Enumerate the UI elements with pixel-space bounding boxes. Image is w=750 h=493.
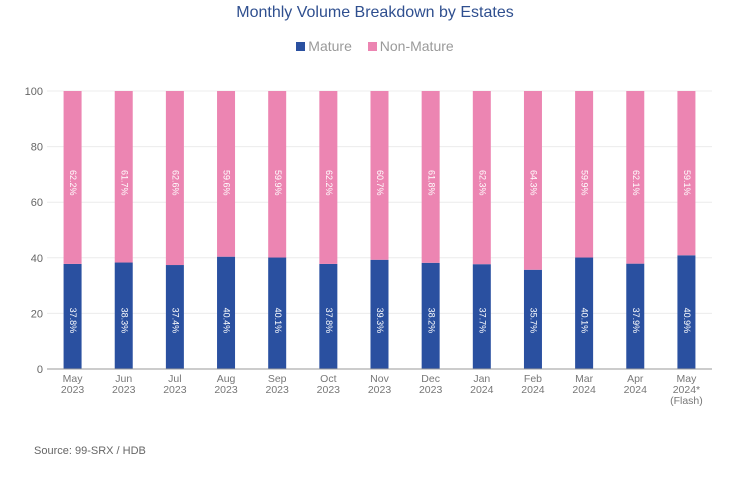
x-tick-label: 2023 [419, 384, 443, 396]
bar-non-mature [421, 91, 440, 263]
bar-non-mature [523, 91, 542, 270]
bar-mature [472, 264, 491, 369]
data-label: 37.7% [477, 308, 487, 334]
bar-mature [626, 263, 645, 369]
data-label: 61.8% [426, 170, 436, 196]
y-tick-label: 100 [25, 86, 43, 98]
x-tick-label: 2024 [470, 384, 494, 396]
data-label: 38.3% [119, 308, 129, 334]
data-label: 39.3% [375, 308, 385, 334]
data-label: 40.1% [580, 308, 590, 334]
chart-title: Monthly Volume Breakdown by Estates [236, 4, 514, 21]
y-tick-label: 40 [31, 253, 43, 265]
bar-mature [63, 263, 82, 369]
x-tick-label: May [63, 373, 84, 385]
legend: Mature Non-Mature [0, 38, 750, 54]
legend-item-non-mature: Non-Mature [367, 38, 454, 54]
bar-non-mature [114, 91, 133, 263]
x-tick-label: Jun [115, 373, 132, 385]
bar-mature [370, 259, 389, 369]
x-tick-label: Feb [524, 373, 542, 385]
data-label: 37.8% [324, 308, 334, 334]
bar-non-mature [575, 91, 594, 258]
data-label: 40.4% [222, 308, 232, 334]
legend-swatch-non-mature [367, 42, 377, 51]
y-tick-label: 0 [37, 364, 43, 376]
data-label: 35.7% [529, 308, 539, 334]
data-label: 59.9% [273, 170, 283, 196]
data-label: 59.6% [222, 170, 232, 196]
bar-non-mature [63, 91, 82, 264]
data-label: 62.2% [68, 170, 78, 196]
x-tick-label: (Flash) [670, 395, 703, 407]
data-label: 62.2% [324, 170, 334, 196]
x-tick-label: 2023 [163, 384, 187, 396]
x-tick-label: 2023 [266, 384, 290, 396]
bar-non-mature [319, 91, 338, 264]
x-tick-label: Mar [575, 373, 594, 385]
x-tick-label: 2023 [112, 384, 136, 396]
bar-mature [114, 262, 133, 369]
bar-mature [165, 265, 184, 369]
x-tick-label: 2023 [317, 384, 341, 396]
x-tick-label: 2024 [521, 384, 545, 396]
legend-item-mature: Mature [296, 38, 352, 54]
data-label: 37.4% [171, 308, 181, 334]
data-label: 62.3% [477, 170, 487, 196]
y-tick-label: 60 [31, 197, 43, 209]
legend-label-non-mature: Non-Mature [379, 38, 454, 54]
data-label: 37.9% [631, 308, 641, 334]
data-label: 61.7% [119, 170, 129, 196]
x-tick-label: Jan [473, 373, 490, 385]
bar-mature [217, 256, 236, 369]
x-tick-label: May [677, 373, 698, 385]
legend-swatch-mature [296, 42, 306, 51]
bar-non-mature [370, 91, 389, 260]
data-label: 62.6% [171, 170, 181, 196]
x-tick-label: Sep [268, 373, 287, 385]
data-label: 59.1% [682, 170, 692, 196]
y-tick-label: 80 [31, 142, 43, 154]
x-tick-label: 2023 [368, 384, 392, 396]
data-label: 64.3% [529, 170, 539, 196]
source-note: Source: 99-SRX / HDB [34, 445, 146, 457]
data-label: 60.7% [375, 170, 385, 196]
bar-non-mature [472, 91, 491, 265]
bar-non-mature [165, 91, 184, 266]
bar-mature [575, 257, 594, 369]
legend-label-mature: Mature [308, 38, 352, 54]
data-label: 59.9% [580, 170, 590, 196]
x-tick-label: 2024 [624, 384, 648, 396]
bar-mature [677, 255, 696, 369]
data-label: 40.9% [682, 308, 692, 334]
bar-non-mature [626, 91, 645, 264]
x-tick-label: Jul [168, 373, 181, 385]
bar-non-mature [217, 91, 236, 257]
bar-non-mature [677, 91, 696, 256]
data-label: 62.1% [631, 170, 641, 196]
data-label: 40.1% [273, 308, 283, 334]
y-tick-label: 20 [31, 308, 43, 320]
x-tick-label: 2024* [673, 384, 700, 396]
data-label: 38.2% [426, 308, 436, 334]
data-label: 37.8% [68, 308, 78, 334]
x-tick-label: 2023 [214, 384, 238, 396]
x-tick-label: Apr [627, 373, 644, 385]
bar-non-mature [268, 91, 287, 258]
x-tick-label: Aug [217, 373, 236, 385]
x-tick-label: Oct [320, 373, 336, 385]
x-tick-label: Nov [370, 373, 389, 385]
x-tick-label: 2023 [61, 384, 85, 396]
x-tick-label: Dec [421, 373, 440, 385]
bar-mature [421, 262, 440, 369]
x-tick-label: 2024 [572, 384, 596, 396]
bar-mature [523, 269, 542, 369]
bar-mature [268, 257, 287, 369]
bar-mature [319, 263, 338, 369]
